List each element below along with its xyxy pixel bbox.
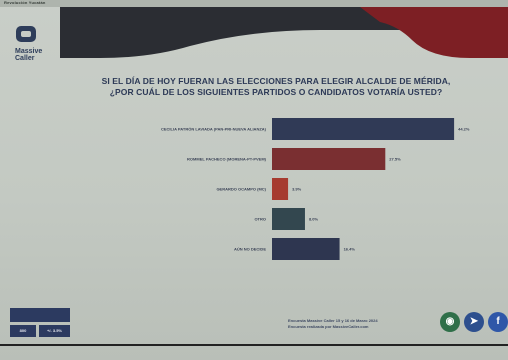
category-label-2: GERARDO OCAMPO (MC) <box>216 187 266 192</box>
category-label-3: OTRO <box>254 217 266 222</box>
category-label-0: CECILIA PATRÓN LAVIADA (PAN-PRI-NUEVA AL… <box>161 127 267 132</box>
telegram-icon[interactable]: ➤ <box>464 312 484 332</box>
value-label-0: 44.2% <box>458 127 470 132</box>
massive-caller-logo <box>16 26 36 42</box>
header-banner <box>0 7 508 58</box>
chart-title: SI EL DÍA DE HOY FUERAN LAS ELECCIONES P… <box>56 76 496 98</box>
bar-2 <box>272 178 289 200</box>
margin-of-error: +/- 3.5% <box>39 325 70 337</box>
chart-title-line1: SI EL DÍA DE HOY FUERAN LAS ELECCIONES P… <box>101 76 451 86</box>
facebook-icon[interactable]: f <box>488 312 508 332</box>
source-line2: Encuesta realizada por MassiveCaller.com <box>288 324 369 329</box>
bottom-rule <box>0 344 508 346</box>
category-label-4: AÚN NO DECIDE <box>234 247 266 252</box>
footer-source: Encuesta Massive Caller 15 y 16 de Marzo… <box>288 318 438 330</box>
banner-red-shape <box>360 7 508 58</box>
category-label-1: ROMMEL PACHECO (MORENA-PT-PVEM) <box>187 157 267 162</box>
value-label-1: 27.5% <box>389 157 401 162</box>
value-label-2: 3.9% <box>292 187 302 192</box>
value-label-4: 16.4% <box>344 247 356 252</box>
footer-box-top <box>10 308 70 322</box>
bar-3 <box>272 208 305 230</box>
bar-chart: CECILIA PATRÓN LAVIADA (PAN-PRI-NUEVA AL… <box>161 118 470 260</box>
value-label-3: 8.0% <box>309 217 319 222</box>
bar-0 <box>272 118 455 140</box>
logo-text: Massive Caller <box>15 48 43 62</box>
bar-1 <box>272 148 386 170</box>
sample-size: 800 <box>10 325 36 337</box>
bar-4 <box>272 238 340 260</box>
top-strip <box>0 0 508 7</box>
source-line1: Encuesta Massive Caller 15 y 16 de Marzo… <box>288 318 378 323</box>
footer-sample-box: 800 +/- 3.5% <box>10 308 70 338</box>
chart-title-line2: ¿POR CUÁL DE LOS SIGUIENTES PARTIDOS O C… <box>109 87 443 97</box>
publication-name: Revolución Yucatán <box>4 0 46 5</box>
whatsapp-icon[interactable]: ◉ <box>440 312 460 332</box>
